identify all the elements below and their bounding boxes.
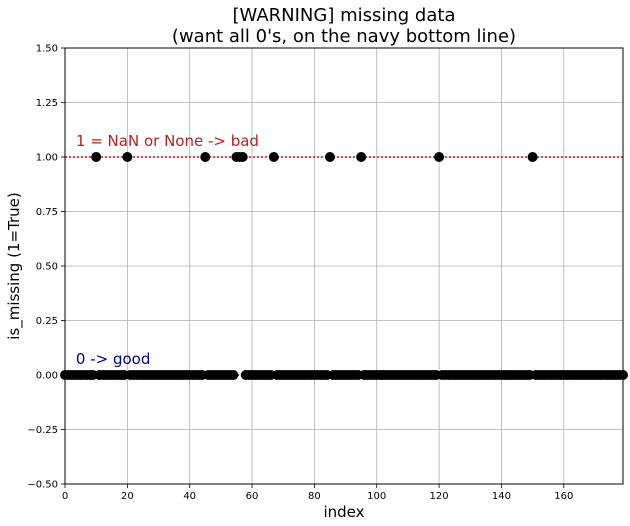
chart-title-line2: (want all 0's, on the navy bottom line) xyxy=(172,26,516,47)
y-axis-ticks: −0.50 −0.25 0.00 0.25 0.50 0.75 1.00 1.25 1.50 xyxy=(27,44,65,491)
x-tick-label: 0 xyxy=(62,491,68,502)
data-points xyxy=(60,152,628,380)
y-axis-label: is_missing (1=True) xyxy=(5,192,24,340)
y-tick-label: −0.25 xyxy=(27,425,58,436)
data-point xyxy=(434,152,445,162)
x-tick-label: 140 xyxy=(492,491,511,502)
x-tick-label: 20 xyxy=(121,491,134,502)
data-point xyxy=(200,152,211,162)
y-tick-label: 1.25 xyxy=(36,98,58,109)
y-tick-label: 0.00 xyxy=(36,371,58,382)
x-tick-label: 60 xyxy=(246,491,259,502)
data-point xyxy=(268,152,279,162)
chart-title-line1: [WARNING] missing data xyxy=(233,5,456,26)
data-point xyxy=(324,152,335,162)
data-point xyxy=(122,152,133,162)
annotation-label: 0 -> good xyxy=(76,350,150,368)
data-point xyxy=(527,152,538,162)
data-point xyxy=(228,370,239,380)
x-tick-label: 120 xyxy=(430,491,449,502)
data-point xyxy=(237,152,248,162)
y-tick-label: 0.25 xyxy=(36,316,58,327)
x-axis-label: index xyxy=(323,503,364,521)
data-point xyxy=(356,152,367,162)
x-tick-label: 160 xyxy=(554,491,573,502)
y-tick-label: 1.00 xyxy=(36,153,58,164)
y-tick-label: −0.50 xyxy=(27,480,58,491)
annotation-label: 1 = NaN or None -> bad xyxy=(76,132,259,150)
x-tick-label: 80 xyxy=(308,491,321,502)
y-tick-label: 0.75 xyxy=(36,207,58,218)
y-tick-label: 1.50 xyxy=(36,44,58,55)
y-tick-label: 0.50 xyxy=(36,262,58,273)
data-point xyxy=(91,152,102,162)
x-tick-label: 40 xyxy=(183,491,196,502)
annotations: 1 = NaN or None -> bad 0 -> good xyxy=(76,132,259,368)
x-axis-ticks: 0 20 40 60 80 100 120 140 160 xyxy=(62,484,573,502)
x-tick-label: 100 xyxy=(367,491,386,502)
